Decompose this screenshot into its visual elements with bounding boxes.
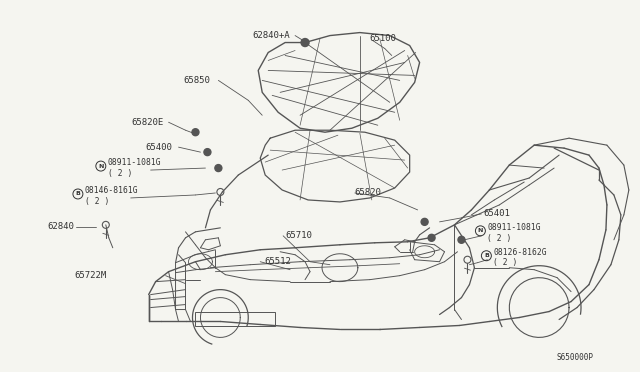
Text: 62840: 62840: [47, 222, 74, 231]
Text: 65100: 65100: [370, 34, 397, 43]
Text: 08146-8161G
( 2 ): 08146-8161G ( 2 ): [85, 186, 138, 206]
Text: B: B: [76, 192, 81, 196]
Text: 65850: 65850: [184, 76, 211, 85]
Text: N: N: [98, 164, 104, 169]
Text: 65710: 65710: [285, 231, 312, 240]
Text: 08911-1081G
( 2 ): 08911-1081G ( 2 ): [488, 223, 541, 243]
Text: 62840+A: 62840+A: [253, 31, 290, 40]
Bar: [195, 311, 275, 327]
Text: B: B: [484, 253, 489, 258]
Text: 65820: 65820: [355, 189, 381, 198]
Text: 65512: 65512: [264, 257, 291, 266]
Text: S650000P: S650000P: [557, 353, 594, 362]
Text: 65722M: 65722M: [74, 271, 106, 280]
Circle shape: [458, 236, 465, 243]
Circle shape: [421, 218, 428, 225]
Text: 65400: 65400: [146, 142, 173, 152]
Text: 65401: 65401: [483, 209, 510, 218]
Text: 08126-8162G
( 2 ): 08126-8162G ( 2 ): [493, 248, 547, 267]
Circle shape: [192, 129, 199, 136]
Circle shape: [428, 234, 435, 241]
Circle shape: [301, 39, 309, 46]
Circle shape: [204, 149, 211, 155]
Circle shape: [215, 164, 222, 171]
Text: 08911-1081G
( 2 ): 08911-1081G ( 2 ): [108, 158, 161, 178]
Text: N: N: [477, 228, 483, 233]
Text: 65820E: 65820E: [131, 118, 164, 127]
